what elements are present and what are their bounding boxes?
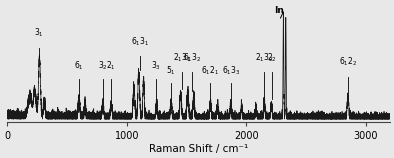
Text: 6$_1$3$_1$: 6$_1$3$_1$	[130, 35, 149, 48]
Text: 2$_1$3$_1$: 2$_1$3$_1$	[173, 52, 191, 64]
Text: 5$_1$: 5$_1$	[166, 64, 176, 76]
Text: 2$_2$: 2$_2$	[267, 52, 277, 64]
Text: 6$_1$3$_3$: 6$_1$3$_3$	[221, 64, 240, 76]
Text: 6$_1$2$_1$: 6$_1$2$_1$	[201, 64, 220, 76]
X-axis label: Raman Shift / cm⁻¹: Raman Shift / cm⁻¹	[149, 144, 248, 154]
Text: 3$_1$: 3$_1$	[34, 27, 44, 39]
Text: 3$_3$: 3$_3$	[151, 60, 162, 72]
Text: 2$_1$: 2$_1$	[106, 60, 116, 72]
Text: 6$_1$2$_2$: 6$_1$2$_2$	[339, 56, 357, 68]
Text: 6$_1$3$_2$: 6$_1$3$_2$	[183, 52, 201, 64]
Text: 3$_2$: 3$_2$	[98, 60, 108, 72]
Text: 2$_1$3$_2$: 2$_1$3$_2$	[255, 52, 273, 64]
Text: 6$_1$: 6$_1$	[74, 60, 84, 72]
Text: In: In	[274, 6, 284, 15]
